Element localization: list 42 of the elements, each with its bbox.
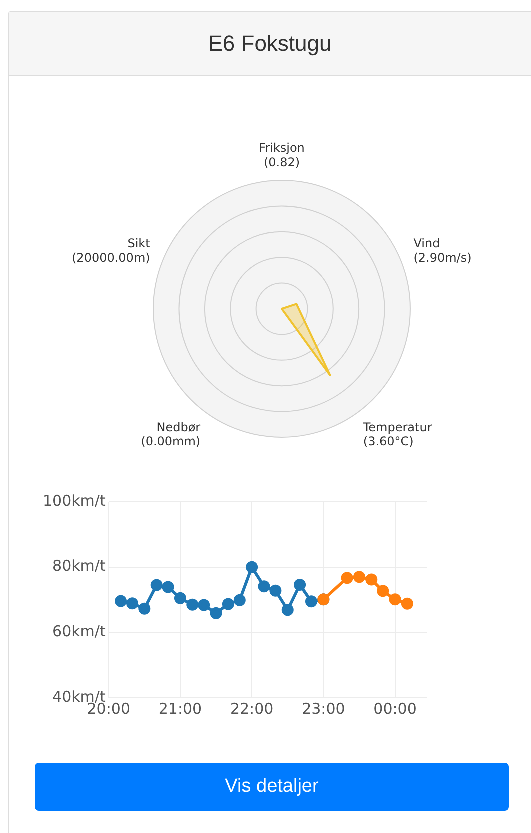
text: (2.90m/s) [414, 251, 472, 266]
text: (3.60°C) [363, 434, 414, 449]
point [234, 594, 246, 606]
point [258, 580, 270, 593]
spoke-label: Vind [414, 236, 440, 251]
chart-title: E6 Fokstugu [208, 30, 332, 56]
x-tick-label: 22:00 [230, 700, 274, 718]
x-tick-label: 23:00 [302, 700, 346, 718]
text: (0.00mm) [141, 434, 201, 449]
point [186, 598, 199, 611]
point [341, 572, 354, 584]
point [389, 594, 402, 606]
text: (0.82) [264, 155, 300, 170]
point [270, 584, 282, 597]
point [366, 574, 378, 586]
details-button: Vis detaljer [35, 763, 509, 811]
point [126, 598, 138, 610]
point [353, 571, 366, 584]
spoke-label: Temperatur [362, 420, 432, 434]
spoke-label: Nedbør [156, 420, 201, 434]
point [115, 595, 128, 608]
point [282, 604, 294, 616]
point [377, 585, 390, 598]
point [150, 579, 163, 592]
point [401, 598, 414, 610]
x-tick-label: 21:00 [158, 700, 202, 718]
y-tick-label: 100km/t [42, 492, 106, 510]
point [222, 598, 234, 610]
point [174, 592, 186, 604]
point [162, 581, 174, 594]
y-tick-label: 80km/t [52, 557, 106, 576]
point [246, 561, 258, 574]
y-tick-label: 60km/t [52, 622, 106, 641]
text: (20000.00m) [72, 251, 150, 266]
spoke-label: Friksjon [259, 141, 305, 156]
spoke-label: Sikt [128, 236, 151, 251]
point [294, 578, 306, 591]
point [198, 599, 210, 612]
point [210, 607, 222, 620]
point [306, 596, 318, 608]
point [138, 602, 151, 615]
x-tick-label: 00:00 [374, 700, 417, 718]
